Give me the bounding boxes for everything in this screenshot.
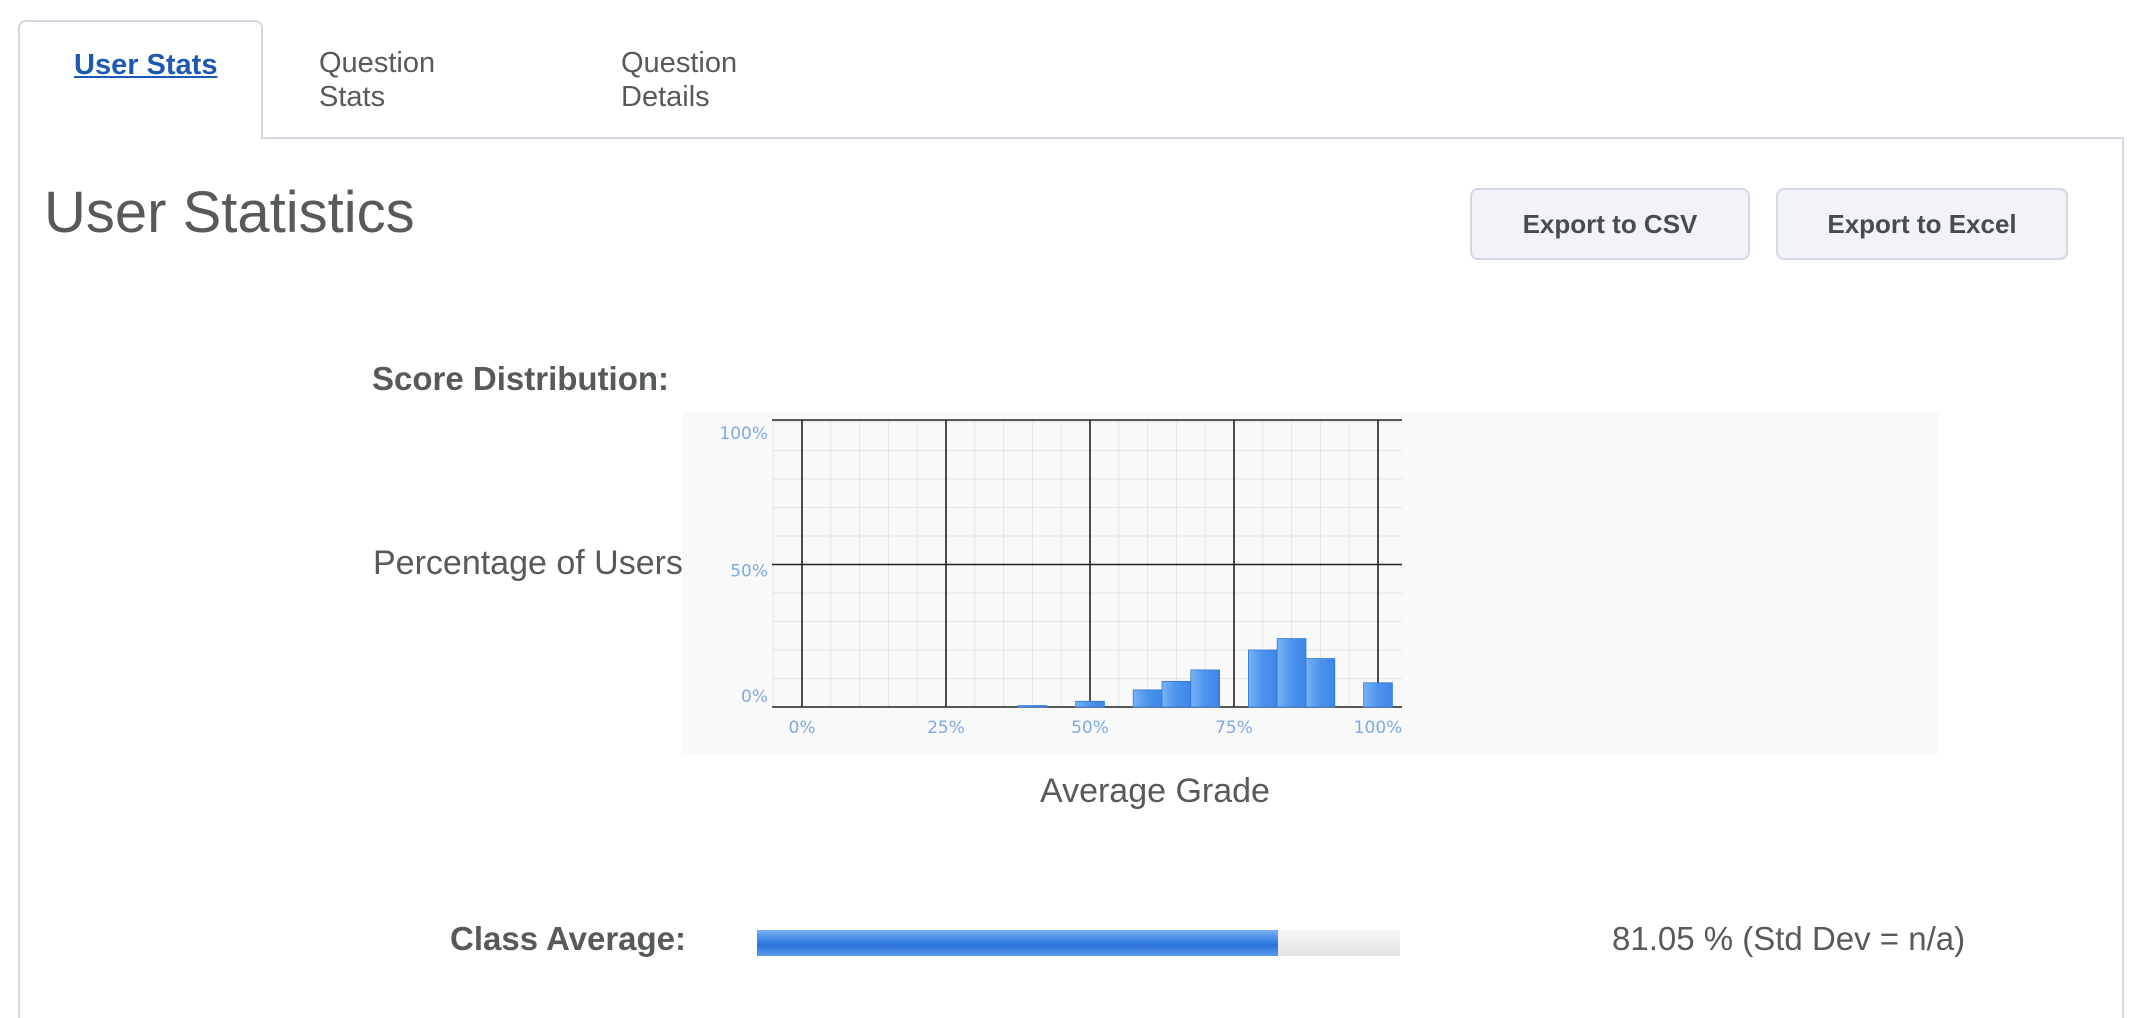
panel-border-right bbox=[2122, 137, 2124, 1018]
chart-x-tick-label: 75% bbox=[1215, 718, 1253, 738]
score-distribution-chart: 0% 25% 50% 75% 100% 100% 50% 0% bbox=[719, 419, 1403, 738]
class-average-bar-fill bbox=[757, 930, 1278, 956]
chart-bar bbox=[1305, 658, 1336, 708]
chart-y-axis-title: Percentage of Users bbox=[373, 544, 683, 582]
chart-x-tick-label: 100% bbox=[1354, 718, 1403, 738]
chart-bar bbox=[1363, 682, 1393, 708]
chart-y-tick-label: 50% bbox=[730, 562, 768, 582]
class-average-bar-track bbox=[757, 930, 1400, 956]
chart-x-tick-label: 25% bbox=[927, 718, 965, 738]
chart-bar bbox=[1248, 649, 1278, 708]
chart-bar bbox=[1132, 689, 1163, 708]
class-average-value: 81.05 % (Std Dev = n/a) bbox=[1612, 920, 1966, 957]
tab-bar-divider bbox=[263, 137, 2124, 139]
tab-user-stats-label[interactable]: User Stats bbox=[74, 49, 218, 81]
chart-y-tick-label: 0% bbox=[741, 687, 768, 707]
tab-question-details[interactable]: Question Details bbox=[621, 47, 738, 113]
score-distribution-label: Score Distribution: bbox=[372, 360, 670, 397]
chart-x-tick-label: 0% bbox=[789, 718, 816, 738]
tab-user-stats[interactable]: User Stats bbox=[18, 20, 263, 139]
chart-x-tick-label: 50% bbox=[1071, 718, 1109, 738]
class-average-label: Class Average: bbox=[450, 920, 687, 957]
chart-bar bbox=[1075, 700, 1105, 708]
page-title: User Statistics bbox=[44, 180, 415, 245]
chart-y-tick-label: 100% bbox=[719, 424, 768, 444]
export-excel-button[interactable]: Export to Excel bbox=[1776, 188, 2068, 260]
chart-bar bbox=[1276, 638, 1307, 708]
tab-question-stats[interactable]: Question Stats bbox=[319, 47, 436, 113]
chart-bar bbox=[1190, 669, 1220, 708]
chart-x-axis-title: Average Grade bbox=[1040, 772, 1270, 810]
export-csv-button[interactable]: Export to CSV bbox=[1470, 188, 1750, 260]
panel-border-left bbox=[18, 137, 20, 1018]
chart-bar bbox=[1161, 680, 1192, 708]
chart-bar bbox=[1017, 705, 1048, 708]
